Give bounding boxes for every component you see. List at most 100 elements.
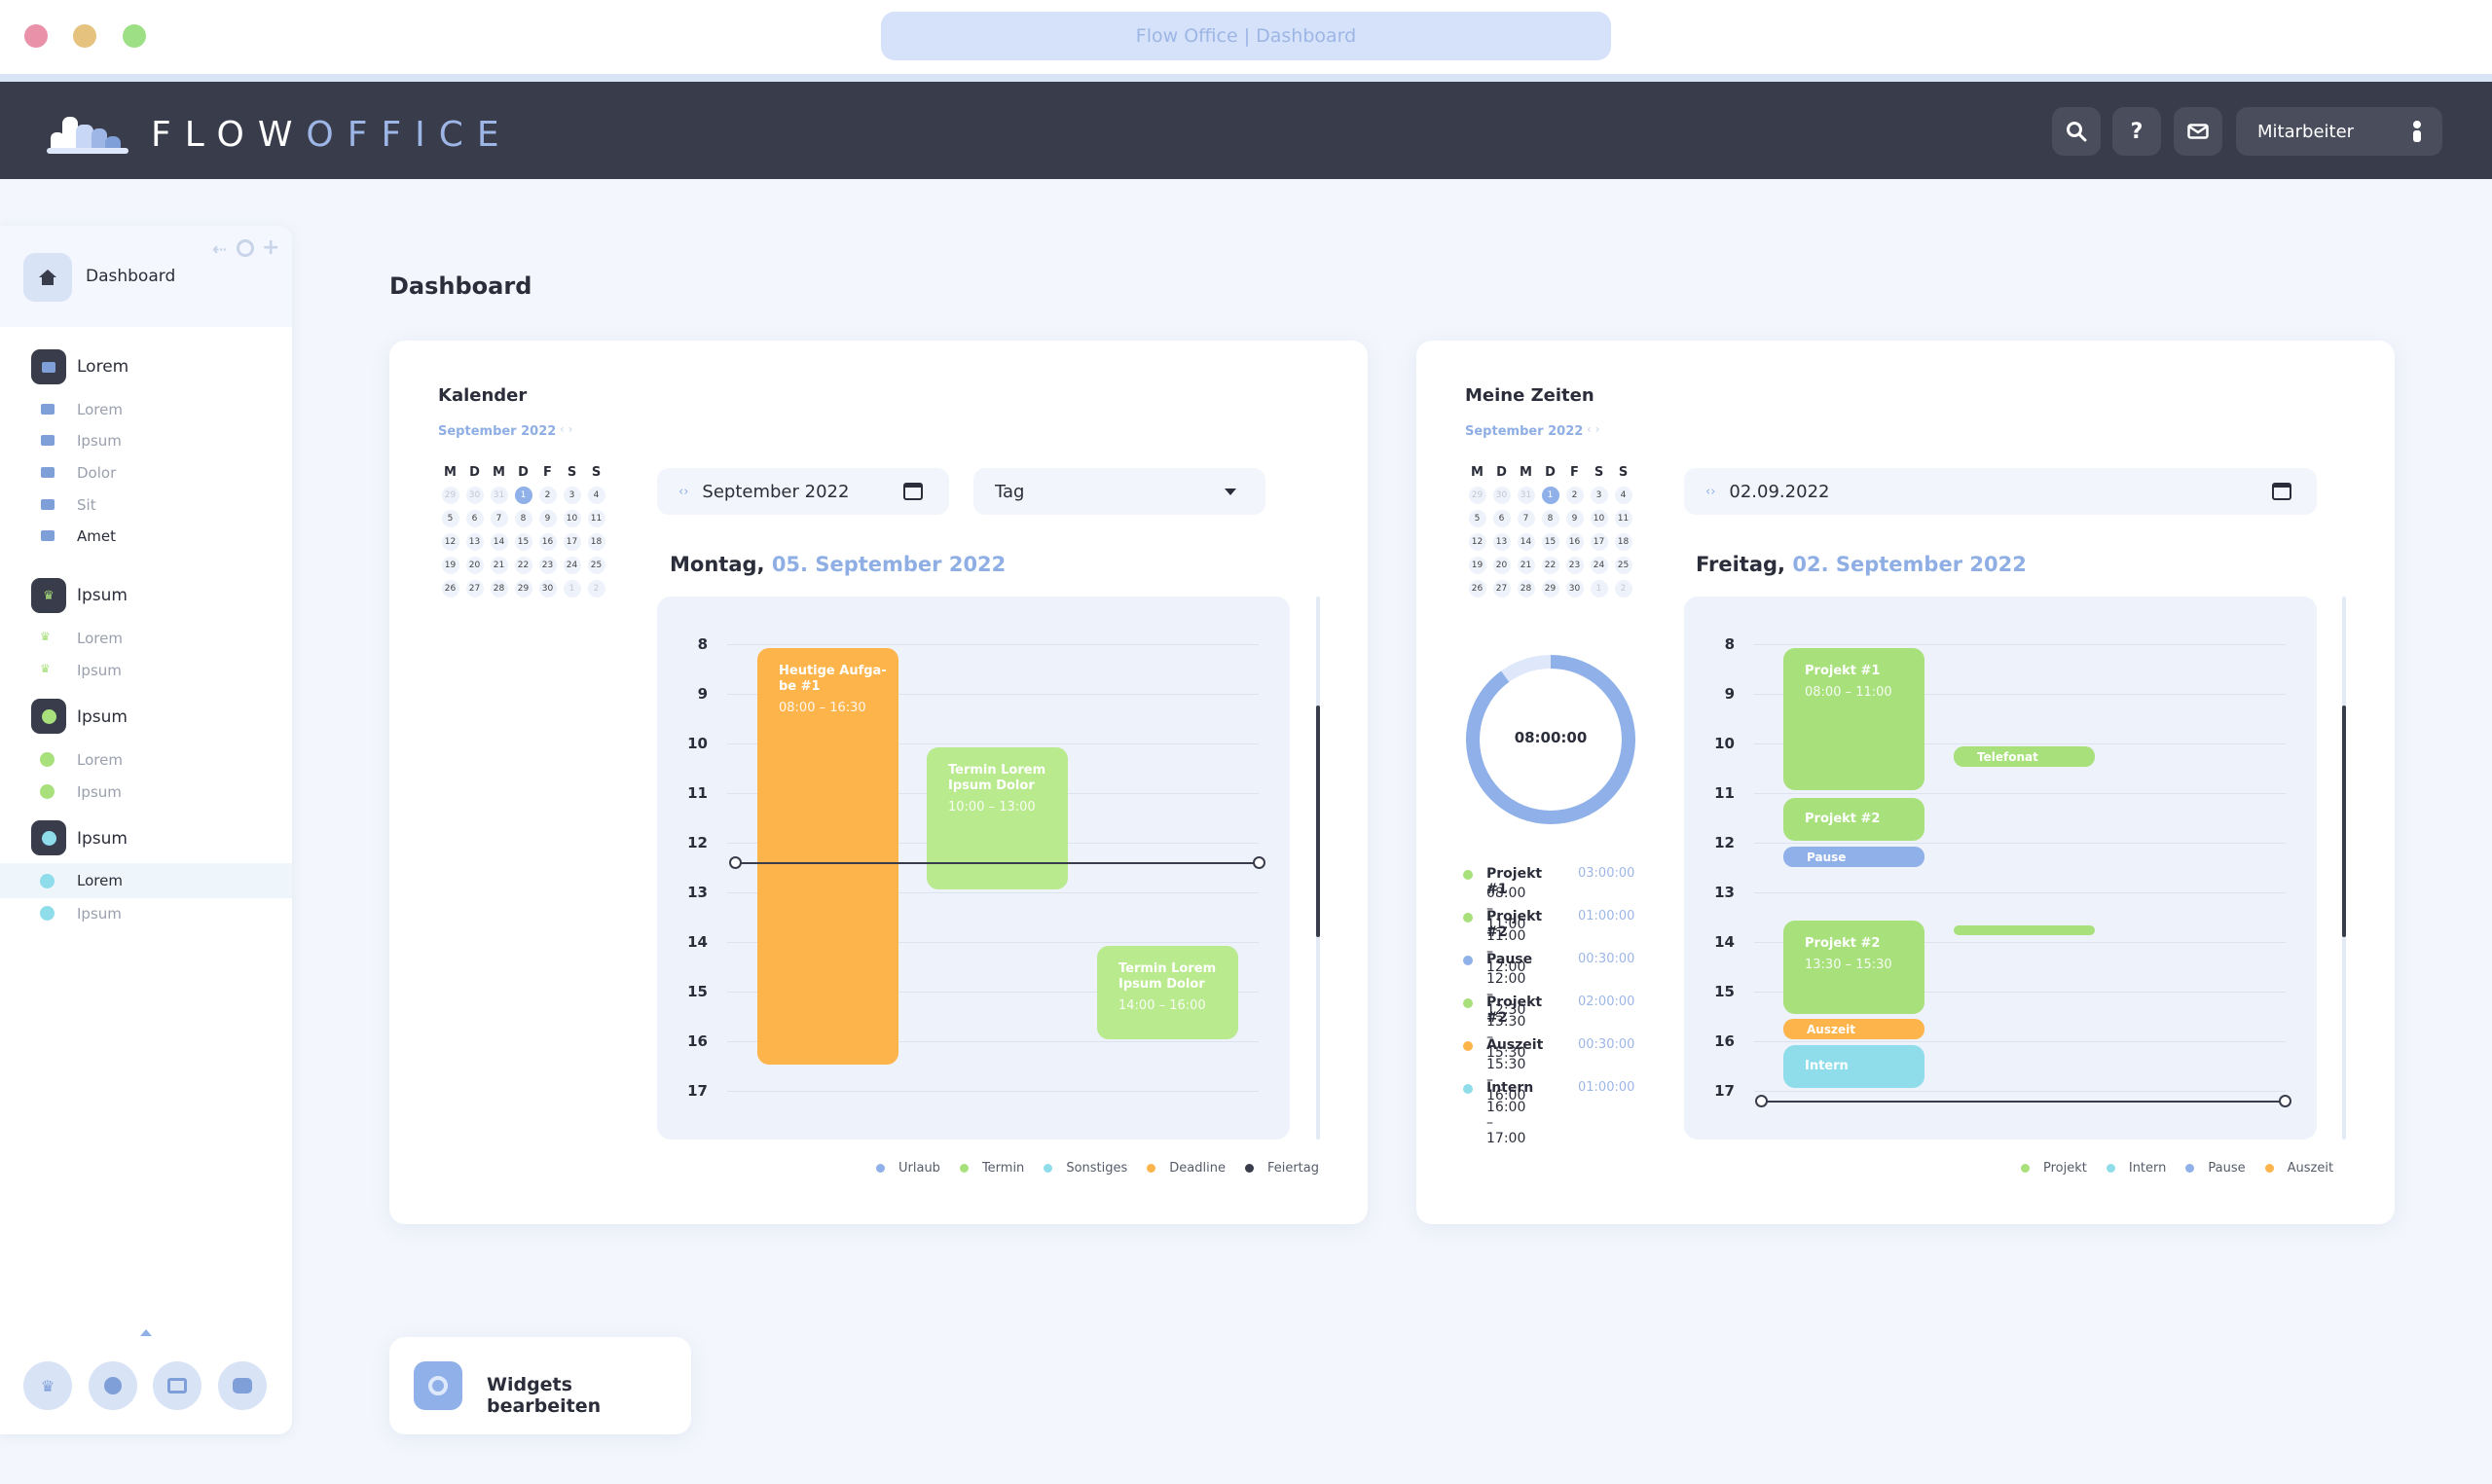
mini-calendar-day[interactable]: 2: [538, 487, 557, 504]
view-select[interactable]: Tag: [973, 468, 1265, 515]
mini-calendar-day[interactable]: 1: [1541, 487, 1559, 504]
sidebar-item-lorem[interactable]: Lorem: [77, 630, 123, 647]
current-time-handle[interactable]: [729, 856, 742, 869]
mini-calendar-day[interactable]: 21: [490, 557, 508, 574]
mini-calendar-day[interactable]: 16: [1565, 533, 1584, 551]
sidebar-group-ipsum-2-icon[interactable]: [31, 699, 66, 734]
mini-calendar-day[interactable]: 1: [563, 580, 581, 597]
maximize-window-dot[interactable]: [123, 24, 146, 48]
sidebar-item-lorem-active[interactable]: Lorem: [77, 872, 123, 889]
mini-calendar-day[interactable]: 28: [490, 580, 508, 597]
mini-calendar-day[interactable]: 28: [1517, 580, 1535, 597]
entry-bar[interactable]: [1954, 925, 2095, 935]
sidebar-group-ipsum-1[interactable]: Ipsum: [77, 586, 128, 605]
mini-calendar-day[interactable]: 13: [465, 533, 484, 551]
mini-calendar-day[interactable]: 7: [1517, 510, 1535, 527]
sidebar-add-icon[interactable]: +: [262, 235, 280, 260]
mini-calendar-day[interactable]: 1: [1590, 580, 1608, 597]
mini-calendar-day[interactable]: 21: [1517, 557, 1535, 574]
help-button[interactable]: ?: [2112, 107, 2161, 156]
mini-calendar-day[interactable]: 29: [441, 487, 459, 504]
mini-calendar-day[interactable]: 22: [1541, 557, 1559, 574]
mini-calendar-day[interactable]: 29: [514, 580, 532, 597]
mini-calendar-day[interactable]: 29: [1541, 580, 1559, 597]
entry-projekt-2b[interactable]: Projekt #2 13:30 – 15:30: [1783, 921, 1924, 1014]
sidebar-item-lorem[interactable]: Lorem: [77, 401, 123, 418]
sidebar-group-ipsum-3[interactable]: Ipsum: [77, 829, 128, 849]
month-nav-arrows-icon[interactable]: ‹ ›: [560, 422, 573, 436]
event-deadline[interactable]: Heutige Aufga-be #1 08:00 – 16:30: [757, 648, 898, 1065]
mini-calendar-day[interactable]: 3: [563, 487, 581, 504]
current-time-handle[interactable]: [1755, 1095, 1768, 1107]
mini-calendar-day[interactable]: 22: [514, 557, 532, 574]
mini-calendar-day[interactable]: 11: [587, 510, 605, 527]
mini-calendar-day[interactable]: 17: [1590, 533, 1608, 551]
mini-calendar-day[interactable]: 6: [465, 510, 484, 527]
sidebar-item-ipsum[interactable]: Ipsum: [77, 432, 122, 450]
footer-calendar-button[interactable]: [153, 1361, 202, 1410]
mini-calendar-day[interactable]: 30: [1492, 487, 1511, 504]
messages-button[interactable]: [2174, 107, 2222, 156]
entry-auszeit[interactable]: Auszeit: [1783, 1019, 1924, 1039]
date-picker[interactable]: ‹› 02.09.2022: [1684, 468, 2317, 515]
sidebar-group-lorem[interactable]: Lorem: [77, 357, 129, 377]
mini-calendar-day[interactable]: 24: [1590, 557, 1608, 574]
mini-calendar-day[interactable]: 26: [441, 580, 459, 597]
mini-calendar-day[interactable]: 2: [587, 580, 605, 597]
mini-calendar-day[interactable]: 30: [1565, 580, 1584, 597]
close-window-dot[interactable]: [24, 24, 48, 48]
mini-calendar-day[interactable]: 12: [441, 533, 459, 551]
sidebar-item-sit[interactable]: Sit: [77, 496, 96, 514]
mini-calendar-day[interactable]: 14: [490, 533, 508, 551]
mini-calendar-day[interactable]: 9: [1565, 510, 1584, 527]
mini-calendar-day[interactable]: 18: [1614, 533, 1632, 551]
mini-calendar-day[interactable]: 26: [1468, 580, 1486, 597]
entry-telefonat[interactable]: Telefonat: [1954, 746, 2095, 767]
mini-calendar-day[interactable]: 19: [1468, 557, 1486, 574]
current-time-handle[interactable]: [2279, 1095, 2291, 1107]
sidebar-group-ipsum-1-icon[interactable]: ♛: [31, 578, 66, 613]
sidebar-item-amet[interactable]: Amet: [77, 527, 116, 545]
sidebar-item-dashboard-icon-box[interactable]: [23, 253, 72, 302]
entry-projekt-1[interactable]: Projekt #1 08:00 – 11:00: [1783, 648, 1924, 790]
mini-calendar-day[interactable]: 16: [538, 533, 557, 551]
mini-calendar-day[interactable]: 4: [1614, 487, 1632, 504]
mini-calendar-day[interactable]: 15: [514, 533, 532, 551]
minimize-window-dot[interactable]: [73, 24, 96, 48]
sidebar-settings-icon[interactable]: [237, 239, 254, 257]
mini-calendar-day[interactable]: 13: [1492, 533, 1511, 551]
month-nav-arrows-icon[interactable]: ‹ ›: [1587, 422, 1600, 436]
mini-calendar-day[interactable]: 3: [1590, 487, 1608, 504]
mini-calendar-day[interactable]: 4: [587, 487, 605, 504]
search-button[interactable]: [2052, 107, 2101, 156]
mini-calendar-day[interactable]: 30: [465, 487, 484, 504]
mini-calendar-day[interactable]: 29: [1468, 487, 1486, 504]
mini-calendar-day[interactable]: 12: [1468, 533, 1486, 551]
entry-pause[interactable]: Pause: [1783, 847, 1924, 867]
mini-calendar-day[interactable]: 7: [490, 510, 508, 527]
sidebar-item-ipsum[interactable]: Ipsum: [77, 662, 122, 679]
mini-calendar-day[interactable]: 9: [538, 510, 557, 527]
mini-calendar-day[interactable]: 25: [1614, 557, 1632, 574]
mini-calendar-day[interactable]: 18: [587, 533, 605, 551]
mini-calendar-day[interactable]: 30: [538, 580, 557, 597]
scrollbar-thumb[interactable]: [2342, 706, 2346, 937]
sidebar-group-ipsum-2[interactable]: Ipsum: [77, 707, 128, 727]
mini-calendar-day[interactable]: 8: [514, 510, 532, 527]
mini-calendar-day[interactable]: 27: [465, 580, 484, 597]
mini-calendar-day[interactable]: 23: [538, 557, 557, 574]
mini-calendar-day[interactable]: 5: [441, 510, 459, 527]
footer-team-button[interactable]: [218, 1361, 267, 1410]
mini-calendar-day[interactable]: 23: [1565, 557, 1584, 574]
widgets-edit-button[interactable]: Widgets bearbeiten: [389, 1337, 691, 1434]
scrollbar-thumb[interactable]: [1316, 706, 1320, 937]
sidebar-group-ipsum-3-icon[interactable]: [31, 820, 66, 855]
mini-calendar-day[interactable]: 24: [563, 557, 581, 574]
mini-calendar-day[interactable]: 27: [1492, 580, 1511, 597]
sidebar-item-dolor[interactable]: Dolor: [77, 464, 117, 482]
mini-calendar-day[interactable]: 14: [1517, 533, 1535, 551]
expand-up-icon[interactable]: [140, 1329, 152, 1336]
event-termin[interactable]: Termin Lorem Ipsum Dolor 14:00 – 16:00: [1097, 946, 1238, 1039]
sidebar-collapse-icon[interactable]: ⇠: [212, 239, 228, 260]
mini-calendar-day[interactable]: 2: [1614, 580, 1632, 597]
